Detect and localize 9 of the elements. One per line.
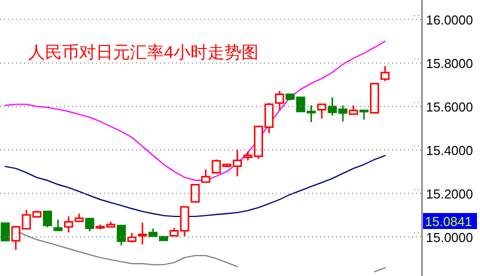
y-tick-label: 15.8000 (426, 56, 473, 72)
text: 人民币对日元汇率4小时走势图 (28, 43, 258, 62)
y-tick-label: 15.4000 (426, 142, 473, 158)
text: 15.0841 (425, 214, 472, 229)
line-series (4, 155, 386, 218)
y-tick-label: 15.0000 (426, 230, 473, 245)
y-tick-label: 15.2000 (426, 186, 473, 202)
y-tick-label: 15.6000 (426, 99, 473, 114)
y-tick-label: 16.0000 (426, 12, 473, 28)
